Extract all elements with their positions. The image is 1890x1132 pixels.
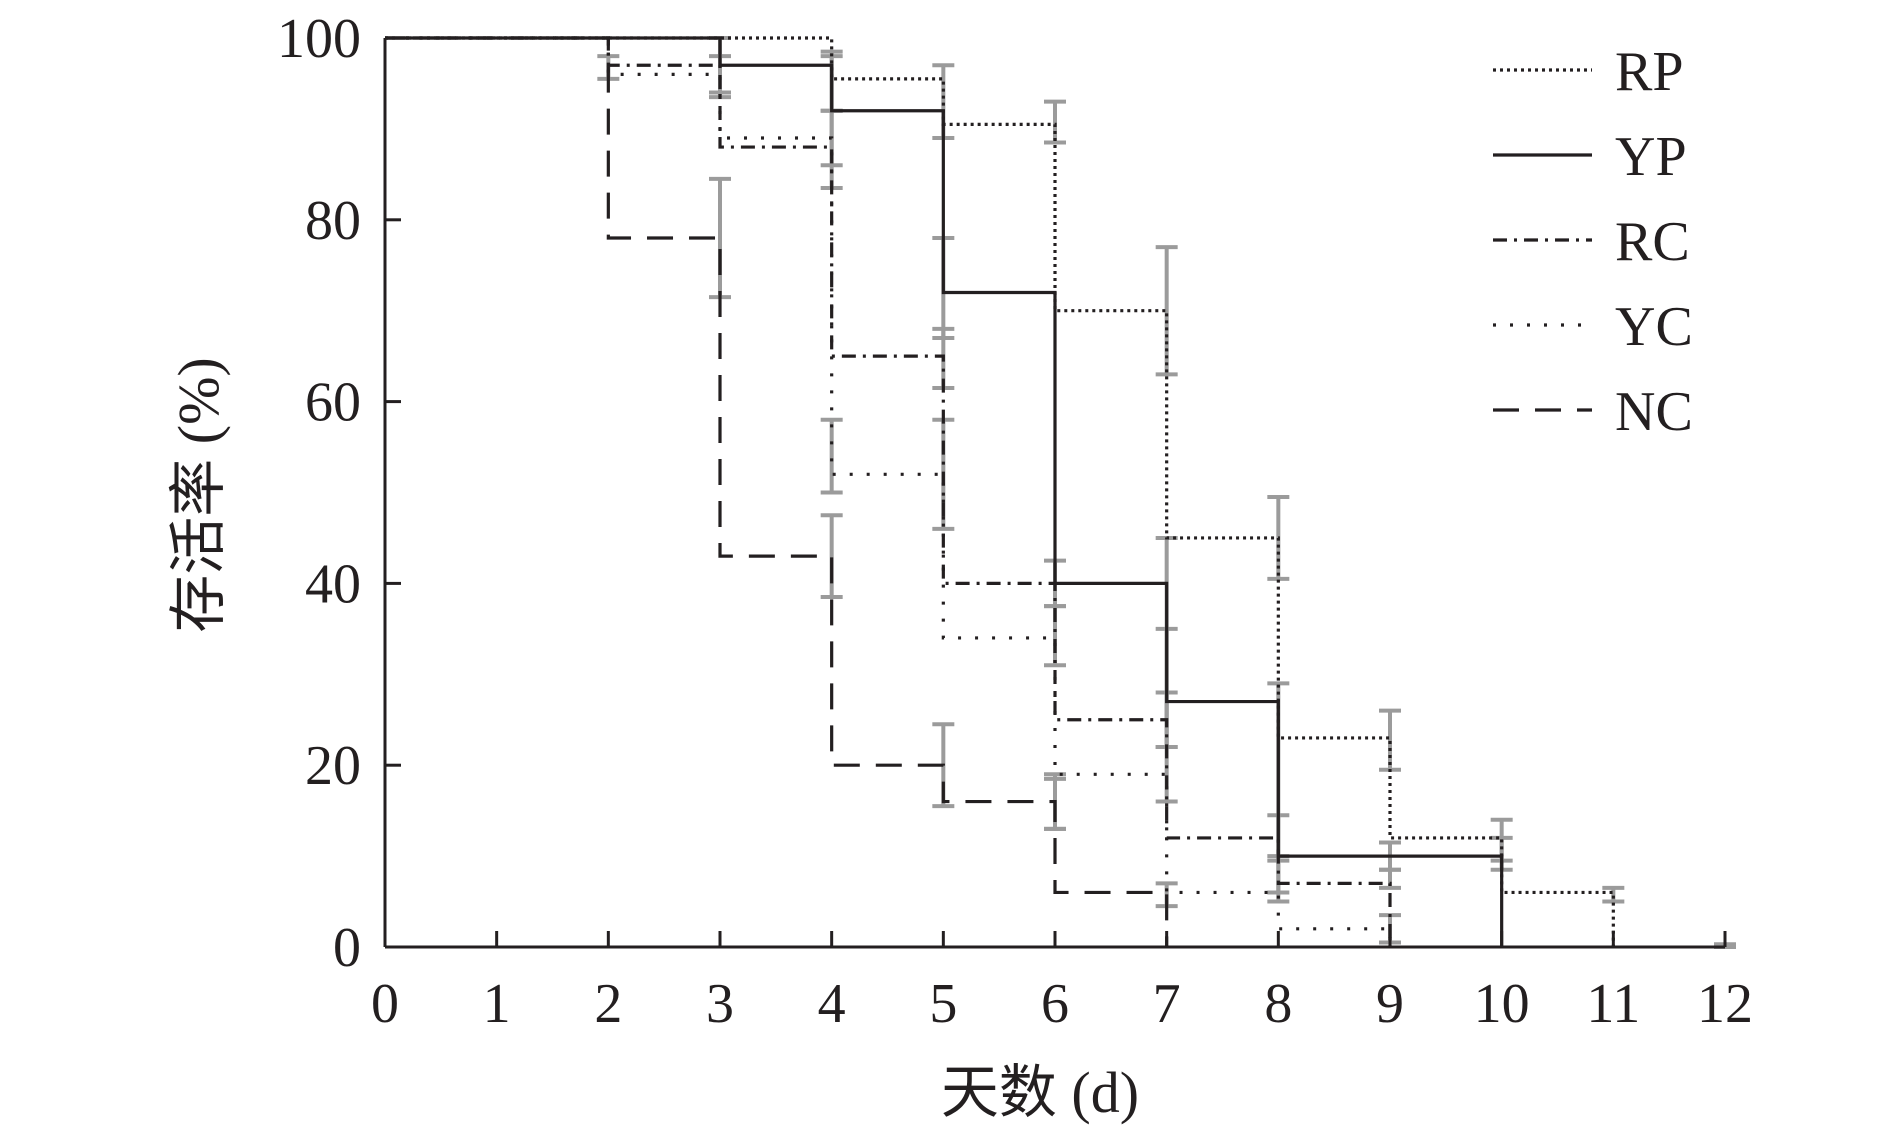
series-line-yc bbox=[385, 36, 1392, 947]
series-lines bbox=[385, 36, 1615, 947]
x-tick-label: 0 bbox=[371, 973, 399, 1035]
x-tick-label: 4 bbox=[818, 973, 846, 1035]
series-line-yp bbox=[385, 36, 1504, 947]
legend-item: RP bbox=[1493, 41, 1684, 103]
series-line-rp bbox=[385, 36, 1615, 947]
legend-label: RC bbox=[1615, 211, 1690, 273]
error-bar bbox=[1044, 99, 1066, 145]
x-axis-title: 天数 (d) bbox=[941, 1060, 1139, 1125]
legend-item: NC bbox=[1493, 381, 1693, 443]
legend-label: NC bbox=[1615, 381, 1693, 443]
x-tick-label: 11 bbox=[1586, 973, 1640, 1035]
error-bar bbox=[820, 513, 843, 600]
x-tick-label: 5 bbox=[929, 973, 957, 1035]
x-tick-label: 7 bbox=[1153, 973, 1181, 1035]
legend-label: YP bbox=[1615, 126, 1687, 188]
error-bar bbox=[1155, 245, 1178, 377]
x-tick-label: 10 bbox=[1474, 973, 1530, 1035]
y-tick-label: 20 bbox=[305, 735, 361, 797]
y-tick-label: 100 bbox=[277, 8, 361, 70]
y-tick-label: 80 bbox=[305, 190, 361, 252]
x-tick-label: 8 bbox=[1264, 973, 1292, 1035]
x-tick-label: 9 bbox=[1376, 973, 1404, 1035]
error-bar bbox=[820, 417, 843, 495]
x-tick-label: 2 bbox=[594, 973, 622, 1035]
legend-item: RC bbox=[1493, 211, 1690, 273]
series-line-nc bbox=[385, 36, 1169, 947]
y-tick-label: 0 bbox=[333, 917, 361, 979]
x-tick-label: 1 bbox=[483, 973, 511, 1035]
legend-item: YP bbox=[1493, 126, 1687, 188]
y-axis-title: 存活率 (%) bbox=[166, 357, 231, 632]
legend-item: YC bbox=[1493, 296, 1693, 358]
x-tick-label: 3 bbox=[706, 973, 734, 1035]
x-tick-label: 6 bbox=[1041, 973, 1069, 1035]
legend: RP YP RC YC NC bbox=[1493, 41, 1693, 443]
legend-label: YC bbox=[1615, 296, 1693, 358]
error-bar bbox=[1379, 708, 1401, 772]
y-tick-label: 60 bbox=[305, 372, 361, 434]
x-tick-label: 12 bbox=[1697, 973, 1753, 1035]
legend-label: RP bbox=[1615, 41, 1684, 103]
y-tick-label: 40 bbox=[305, 553, 361, 615]
error-bar bbox=[1602, 885, 1625, 904]
series-line-rc bbox=[385, 36, 1392, 947]
